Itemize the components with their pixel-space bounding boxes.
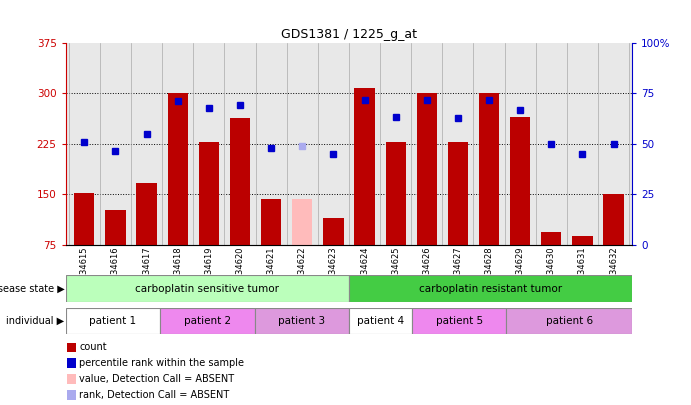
Text: count: count — [79, 343, 107, 352]
Bar — [541, 232, 561, 245]
Bar — [261, 199, 281, 245]
Text: carboplatin sensitive tumor: carboplatin sensitive tumor — [135, 284, 279, 294]
Bar — [136, 183, 157, 245]
Text: disease state ▶: disease state ▶ — [0, 284, 64, 294]
Bar — [386, 142, 406, 245]
Bar — [254, 308, 349, 334]
Bar — [168, 93, 188, 245]
Text: patient 2: patient 2 — [184, 316, 231, 326]
Text: patient 1: patient 1 — [89, 316, 136, 326]
Bar — [510, 117, 530, 245]
Text: individual ▶: individual ▶ — [6, 316, 64, 326]
Text: patient 6: patient 6 — [546, 316, 593, 326]
Bar — [349, 308, 412, 334]
Bar — [479, 93, 499, 245]
Bar — [323, 218, 343, 245]
Text: rank, Detection Call = ABSENT: rank, Detection Call = ABSENT — [79, 390, 229, 400]
Bar — [66, 275, 349, 302]
Bar — [230, 118, 250, 245]
Bar — [417, 93, 437, 245]
Bar — [603, 194, 624, 245]
Bar — [572, 236, 593, 245]
Bar — [67, 358, 76, 368]
Bar — [67, 343, 76, 352]
Bar — [105, 210, 126, 245]
Bar — [292, 199, 312, 245]
Text: carboplatin resistant tumor: carboplatin resistant tumor — [419, 284, 562, 294]
Text: patient 4: patient 4 — [357, 316, 404, 326]
Bar — [67, 374, 76, 384]
Text: patient 3: patient 3 — [278, 316, 325, 326]
Bar — [160, 308, 254, 334]
Bar — [74, 193, 95, 245]
Bar — [199, 142, 219, 245]
Bar — [412, 308, 507, 334]
Text: patient 5: patient 5 — [435, 316, 483, 326]
Bar — [349, 275, 632, 302]
Bar — [66, 308, 160, 334]
Bar — [67, 390, 76, 400]
Bar — [354, 88, 375, 245]
Title: GDS1381 / 1225_g_at: GDS1381 / 1225_g_at — [281, 28, 417, 41]
Text: value, Detection Call = ABSENT: value, Detection Call = ABSENT — [79, 374, 234, 384]
Bar — [448, 142, 468, 245]
Text: percentile rank within the sample: percentile rank within the sample — [79, 358, 244, 368]
Bar — [507, 308, 632, 334]
